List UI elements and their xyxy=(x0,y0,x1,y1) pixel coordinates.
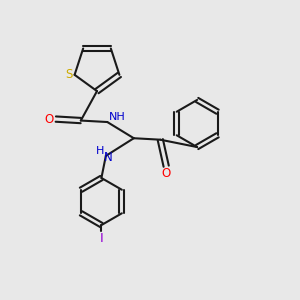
Text: S: S xyxy=(66,68,73,81)
Text: O: O xyxy=(162,167,171,180)
Text: NH: NH xyxy=(109,112,126,122)
Text: H: H xyxy=(96,146,105,156)
Text: I: I xyxy=(100,232,103,245)
Text: O: O xyxy=(45,112,54,126)
Text: N: N xyxy=(104,151,112,164)
